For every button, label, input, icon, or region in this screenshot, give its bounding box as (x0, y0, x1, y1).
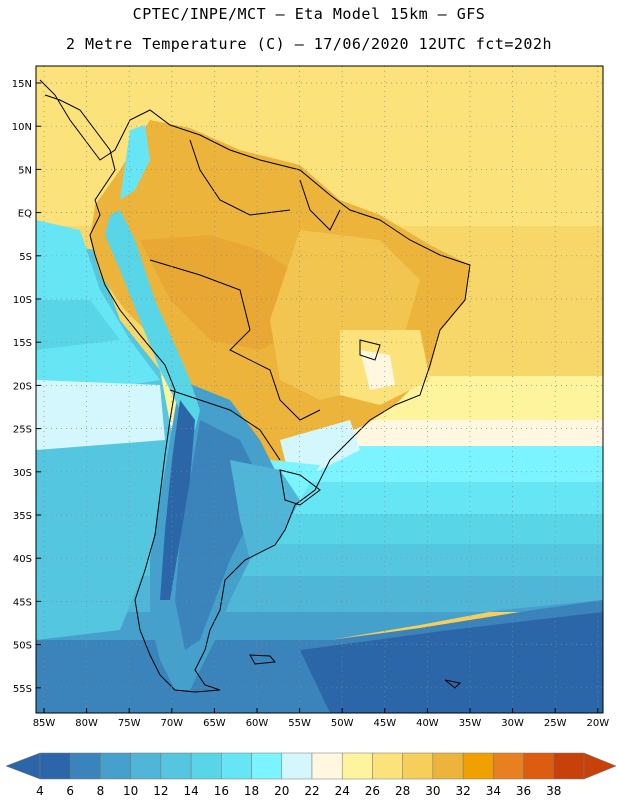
lat-label-eq: EQ (18, 209, 32, 220)
colorbar-label: 22 (304, 784, 320, 798)
lat-label-35s: 35S (13, 511, 32, 522)
colorbar-label: 14 (183, 784, 199, 798)
colorbar-segment (100, 752, 131, 780)
colorbar-label: 12 (153, 784, 169, 798)
colorbar-label: 36 (515, 784, 532, 798)
lat-label-45s: 45S (13, 597, 32, 608)
lon-label-35w: 35W (459, 718, 482, 729)
lat-label-10n: 10N (12, 122, 32, 133)
colorbar-segment (493, 752, 524, 780)
lat-label-30s: 30S (13, 468, 32, 479)
colorbar-segment (130, 752, 162, 780)
colorbar-segment (402, 752, 434, 780)
lon-label-30w: 30W (501, 718, 524, 729)
map-title: CPTEC/INPE/MCT – Eta Model 15km – GFS (132, 5, 486, 23)
lon-label-70w: 70W (160, 718, 183, 729)
colorbar-label: 26 (364, 784, 381, 798)
colorbar-segment (341, 752, 373, 780)
colorbar-segment (281, 752, 313, 780)
colorbar (5, 752, 617, 780)
axis-ticks (36, 82, 599, 713)
colorbar-label: 6 (66, 784, 75, 798)
colorbar-segment (251, 752, 283, 780)
lat-label-40s: 40S (13, 554, 32, 565)
lat-label-5s: 5S (19, 252, 32, 263)
lon-label-80w: 80W (75, 718, 98, 729)
colorbar-label: 20 (274, 784, 290, 798)
colorbar-segment (372, 752, 403, 780)
colorbar-label: 18 (243, 784, 260, 798)
lon-label-50w: 50W (331, 718, 354, 729)
colorbar-left-arrow (5, 752, 41, 780)
colorbar-segment (523, 752, 555, 780)
colorbar-label: 10 (123, 784, 139, 798)
lon-label-65w: 65W (203, 718, 226, 729)
map-frame-border (35, 65, 604, 714)
land-outlines (39, 79, 471, 693)
colorbar-segment (190, 752, 222, 780)
colorbar-segment (553, 752, 585, 780)
colorbar-segment (160, 752, 192, 780)
lon-label-55w: 55W (288, 718, 311, 729)
lat-label-15n: 15N (12, 79, 32, 90)
colorbar-label: 30 (425, 784, 441, 798)
colorbar-segment (462, 752, 494, 780)
lon-label-20w: 20W (586, 718, 609, 729)
colorbar-label: 16 (213, 784, 229, 798)
lon-label-60w: 60W (246, 718, 269, 729)
colorbar-segment (69, 752, 101, 780)
lon-label-75w: 75W (118, 718, 141, 729)
lon-label-45w: 45W (373, 718, 396, 729)
lat-label-50s: 50S (13, 641, 32, 652)
map-subtitle: 2 Metre Temperature (C) – 17/06/2020 12U… (65, 35, 553, 53)
colorbar-label: 34 (485, 784, 501, 798)
colorbar-segment (432, 752, 464, 780)
lat-label-15s: 15S (13, 338, 32, 349)
latitude-labels: 15N 10N 5N EQ 5S 10S 15S 20S 25S 30S 35S 40S 45S 50S 5… (12, 79, 32, 695)
colorbar-label: 4 (36, 784, 44, 798)
colorbar-right-arrow (583, 752, 617, 780)
colorbar-label: 24 (334, 784, 350, 798)
colorbar-segment (221, 752, 252, 780)
colorbar-label: 8 (96, 784, 105, 798)
colorbar-label: 32 (455, 784, 471, 798)
lon-label-40w: 40W (416, 718, 439, 729)
colorbar-segment (39, 752, 71, 780)
temperature-field (36, 66, 603, 713)
longitude-labels: 85W 80W 75W 70W 65W 60W 55W 50W 45W 40W 35W 30W 25W 2… (33, 718, 610, 729)
lon-label-25w: 25W (544, 718, 567, 729)
lat-label-55s: 55S (13, 684, 32, 695)
lat-label-20s: 20S (13, 381, 32, 392)
colorbar-label: 38 (546, 784, 562, 798)
lat-label-5n: 5N (18, 165, 32, 176)
lat-label-10s: 10S (13, 295, 32, 306)
lon-label-85w: 85W (33, 718, 56, 729)
lat-label-25s: 25S (13, 425, 32, 436)
colorbar-segment (311, 752, 343, 780)
colorbar-label: 28 (395, 784, 411, 798)
